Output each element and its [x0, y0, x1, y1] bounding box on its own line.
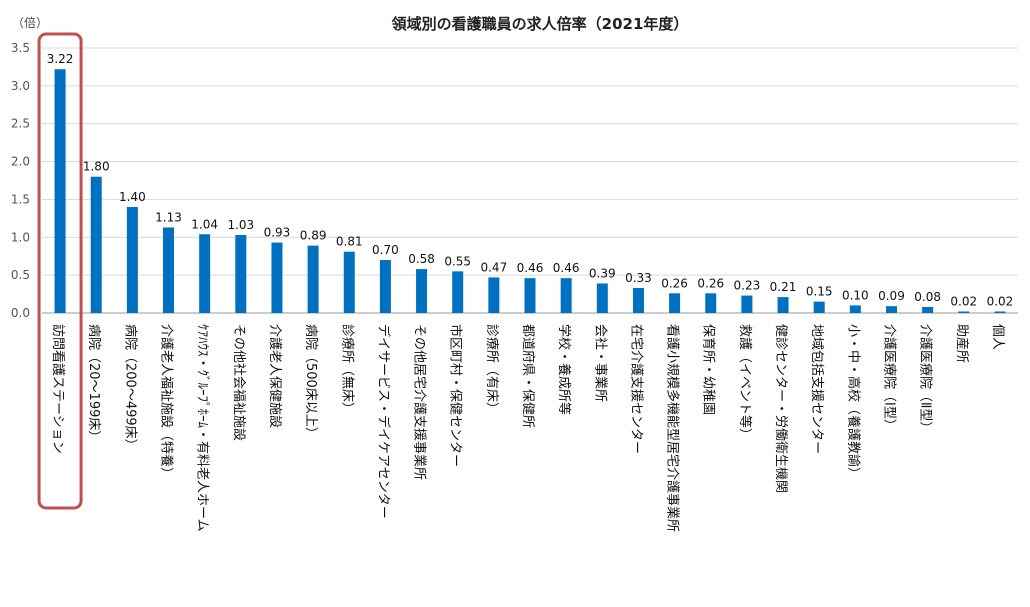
data-label: 0.93	[264, 226, 291, 240]
y-tick-label: 2.5	[11, 117, 30, 131]
bar	[379, 260, 391, 313]
data-label: 0.10	[842, 288, 869, 302]
category-label: その他社会福祉施設	[231, 324, 247, 441]
data-label: 0.39	[589, 266, 616, 280]
category-label: 小・中・高校（養護教諭）	[845, 324, 861, 480]
bar	[524, 278, 536, 313]
data-label: 0.02	[987, 294, 1014, 308]
bar	[163, 227, 175, 313]
bar	[994, 311, 1006, 313]
data-label: 1.13	[155, 210, 182, 224]
data-label: 0.02	[950, 294, 977, 308]
data-label: 0.70	[372, 243, 399, 257]
chart-title: 領域別の看護職員の求人倍率（2021年度）	[392, 15, 689, 33]
bar	[271, 242, 283, 313]
bar	[741, 295, 753, 313]
y-tick-label: 0.5	[11, 268, 30, 282]
category-label: 会社・事業所	[592, 324, 608, 402]
y-tick-label: 1.0	[11, 230, 30, 244]
bar	[488, 277, 500, 313]
bar	[885, 306, 897, 313]
category-label: 介護医療院（Ⅰ型）	[881, 324, 897, 432]
category-label: 診療所（無床）	[339, 324, 355, 415]
category-label: 病院（20～199床）	[86, 324, 101, 443]
data-label: 0.26	[697, 276, 724, 290]
category-label: 保育所・幼稚園	[701, 324, 717, 415]
category-label: 病院（500床以上）	[303, 324, 318, 440]
category-label: 看護小規模多機能型居宅介護事業所	[665, 324, 681, 532]
highlight-box	[37, 32, 83, 510]
bar	[235, 235, 247, 313]
category-label: 個人	[990, 324, 1005, 350]
data-label: 0.46	[553, 261, 580, 275]
data-label: 0.46	[517, 261, 544, 275]
y-tick-label: 0.0	[11, 306, 30, 320]
bar	[54, 69, 66, 313]
data-label: 3.22	[47, 52, 74, 66]
y-axis: 0.0 0.5 1.0 1.5 2.0 2.5 3.0 3.5	[11, 41, 30, 320]
data-label: 0.26	[661, 276, 688, 290]
category-label: その他居宅介護支援事業所	[412, 324, 428, 480]
data-label: 0.21	[770, 280, 797, 294]
y-tick-label: 3.0	[11, 79, 30, 93]
category-label: 地域包括支援センター	[809, 324, 824, 454]
category-label: デイサービス・デイケアセンター	[375, 324, 391, 519]
bar	[343, 251, 355, 313]
data-label: 0.89	[300, 229, 327, 243]
category-label: 訪問看護ステーション	[50, 324, 66, 454]
y-axis-unit: （倍）	[12, 15, 48, 30]
data-label: 0.08	[914, 290, 941, 304]
category-label: ｹｱﾊｳｽ・ｸﾞﾙｰﾌﾟﾎｰﾑ・有料老人ホーム	[195, 324, 210, 532]
data-label: 0.09	[878, 289, 905, 303]
bar	[777, 297, 789, 313]
category-label: 介護老人保健施設	[267, 324, 283, 428]
category-label: 健診センター・労働衛生機関	[773, 324, 789, 493]
bar	[307, 245, 319, 313]
bar	[560, 278, 572, 313]
category-labels: 訪問看護ステーション 病院（20～199床） 病院（200～499床） 介護老人福祉施…	[50, 324, 1005, 532]
data-label: 0.15	[806, 285, 833, 299]
bar	[199, 234, 211, 313]
data-label: 0.55	[444, 254, 471, 268]
bar	[90, 176, 102, 313]
bar	[849, 305, 861, 313]
y-tick-label: 2.0	[11, 155, 30, 169]
data-label: 0.33	[625, 271, 652, 285]
category-label: 市区町村・保健センター	[448, 324, 464, 467]
category-label: 都道府県・保健所	[520, 324, 535, 428]
data-label: 1.04	[191, 217, 218, 231]
bar	[958, 311, 970, 313]
data-label: 1.80	[83, 160, 110, 174]
bars	[54, 69, 1006, 313]
highlight	[37, 32, 83, 510]
bar	[126, 207, 138, 313]
data-label: 0.58	[408, 252, 435, 266]
data-label: 1.40	[119, 190, 146, 204]
category-label: 介護医療院（Ⅱ型）	[918, 324, 934, 434]
bar	[452, 271, 464, 313]
bar	[596, 283, 608, 313]
bar	[813, 301, 825, 313]
bar	[922, 306, 934, 313]
y-tick-label: 3.5	[11, 41, 30, 55]
bar	[669, 293, 681, 313]
category-label: 病院（200～499床）	[122, 324, 137, 452]
category-label: 救護（イベント等）	[737, 324, 753, 441]
category-label: 診療所（有床）	[484, 324, 500, 415]
bar	[705, 293, 717, 313]
category-label: 在宅介護支援センター	[628, 324, 644, 454]
value-labels: 3.22 1.80 1.40 1.13 1.04 1.03 0.93 0.89 0.81 0.70…	[47, 52, 1014, 308]
y-tick-label: 1.5	[11, 192, 30, 206]
bar	[416, 269, 428, 313]
bar	[632, 288, 644, 313]
category-label: 介護老人福祉施設（特養）	[159, 324, 175, 480]
data-label: 0.23	[734, 279, 761, 293]
data-label: 0.47	[480, 260, 507, 274]
category-label: 助産所	[954, 324, 970, 363]
data-label: 0.81	[336, 235, 363, 249]
category-label: 学校・養成所等	[556, 324, 572, 415]
data-label: 1.03	[227, 218, 254, 232]
